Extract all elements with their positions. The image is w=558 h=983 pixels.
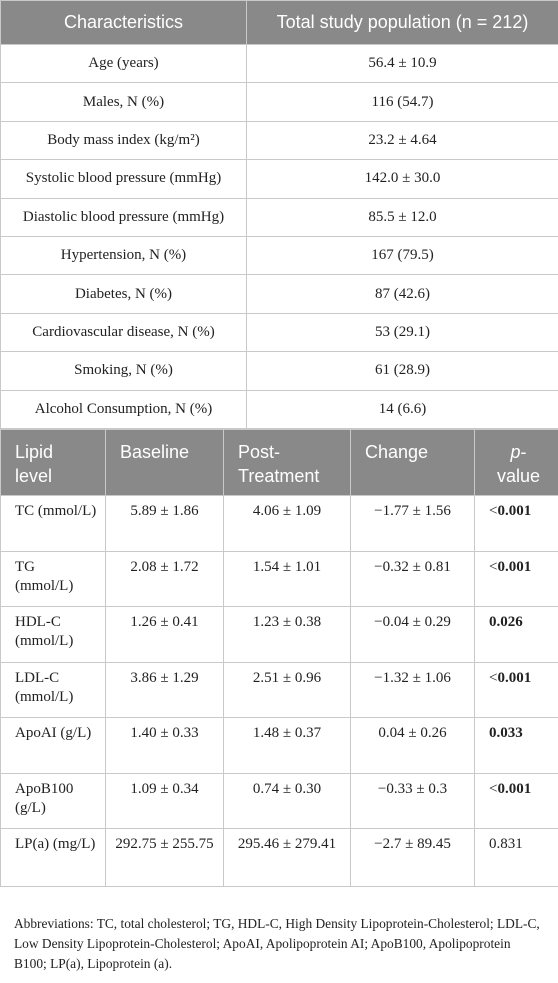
characteristic-label: Cardiovascular disease, N (%) bbox=[0, 312, 247, 353]
baseline-value: 1.40 ± 0.33 bbox=[105, 717, 224, 774]
table-row: Cardiovascular disease, N (%) 53 (29.1) bbox=[0, 312, 558, 353]
baseline-value: 1.26 ± 0.41 bbox=[105, 606, 224, 663]
p-value-number: 0.001 bbox=[497, 558, 532, 575]
p-value-prefix: < bbox=[489, 780, 498, 797]
characteristic-value: 61 (28.9) bbox=[246, 351, 558, 391]
table-row: Body mass index (kg/m²) 23.2 ± 4.64 bbox=[0, 120, 558, 161]
table-row: TC (mmol/L) 5.89 ± 1.86 4.06 ± 1.09 −1.77 ±… bbox=[0, 494, 558, 552]
p-value: <0.001 bbox=[474, 772, 558, 830]
change-value: 0.04 ± 0.26 bbox=[350, 717, 475, 774]
baseline-value: 3.86 ± 1.29 bbox=[105, 661, 224, 719]
characteristic-label: Hypertension, N (%) bbox=[0, 235, 247, 276]
table-row: TG (mmol/L) 2.08 ± 1.72 1.54 ± 1.01 −0.32 ±… bbox=[0, 550, 558, 608]
p-value: 0.033 bbox=[474, 717, 558, 774]
header-post-treatment: Post-Treatment bbox=[223, 428, 351, 496]
post-treatment-value: 1.23 ± 0.38 bbox=[223, 606, 351, 663]
characteristic-label: Alcohol Consumption, N (%) bbox=[0, 389, 247, 429]
p-value: 0.026 bbox=[474, 606, 558, 663]
baseline-value: 2.08 ± 1.72 bbox=[105, 550, 224, 608]
p-value-number: 0.033 bbox=[489, 725, 523, 742]
characteristic-value: 116 (54.7) bbox=[246, 82, 558, 122]
table-row: ApoAI (g/L) 1.40 ± 0.33 1.48 ± 0.37 0.04 ± … bbox=[0, 717, 558, 774]
p-value: <0.001 bbox=[474, 661, 558, 719]
characteristic-value: 167 (79.5) bbox=[246, 235, 558, 276]
table-row: Age (years) 56.4 ± 10.9 bbox=[0, 43, 558, 84]
table-row: LDL-C (mmol/L) 3.86 ± 1.29 2.51 ± 0.96 −1.3… bbox=[0, 661, 558, 719]
characteristic-value: 14 (6.6) bbox=[246, 389, 558, 429]
change-value: −1.77 ± 1.56 bbox=[350, 494, 475, 552]
post-treatment-value: 2.51 ± 0.96 bbox=[223, 661, 351, 719]
characteristic-label: Diastolic blood pressure (mmHg) bbox=[0, 197, 247, 237]
characteristic-label: Males, N (%) bbox=[0, 82, 247, 122]
characteristic-value: 87 (42.6) bbox=[246, 274, 558, 314]
post-treatment-value: 1.54 ± 1.01 bbox=[223, 550, 351, 608]
p-value-number: 0.026 bbox=[489, 614, 523, 631]
p-value: 0.831 bbox=[474, 828, 558, 888]
p-value-number: 0.831 bbox=[489, 836, 523, 853]
p-value-number: 0.001 bbox=[497, 502, 532, 519]
lipid-name: ApoAI (g/L) bbox=[0, 717, 106, 774]
post-treatment-value: 0.74 ± 0.30 bbox=[223, 772, 351, 830]
table-row: Hypertension, N (%) 167 (79.5) bbox=[0, 235, 558, 276]
characteristic-label: Diabetes, N (%) bbox=[0, 274, 247, 314]
characteristics-table: Characteristics Total study population (… bbox=[0, 0, 558, 429]
characteristic-value: 85.5 ± 12.0 bbox=[246, 197, 558, 237]
characteristic-label: Smoking, N (%) bbox=[0, 351, 247, 391]
characteristic-label: Age (years) bbox=[0, 43, 247, 84]
change-value: −0.33 ± 0.3 bbox=[350, 772, 475, 830]
post-treatment-value: 4.06 ± 1.09 bbox=[223, 494, 351, 552]
table-row: LP(a) (mg/L) 292.75 ± 255.75 295.46 ± 279.… bbox=[0, 828, 558, 888]
lipid-name: LDL-C (mmol/L) bbox=[0, 661, 106, 719]
characteristics-header-row: Characteristics Total study population (… bbox=[0, 0, 558, 45]
characteristic-label: Systolic blood pressure (mmHg) bbox=[0, 159, 247, 199]
table-row: Males, N (%) 116 (54.7) bbox=[0, 82, 558, 122]
change-value: −0.04 ± 0.29 bbox=[350, 606, 475, 663]
p-value: <0.001 bbox=[474, 550, 558, 608]
lipid-table: Lipid level Baseline Post-Treatment Chan… bbox=[0, 428, 558, 888]
baseline-value: 292.75 ± 255.75 bbox=[105, 828, 224, 888]
characteristic-value: 53 (29.1) bbox=[246, 312, 558, 353]
header-characteristics: Characteristics bbox=[0, 0, 247, 45]
table-row: Smoking, N (%) 61 (28.9) bbox=[0, 351, 558, 391]
change-value: −0.32 ± 0.81 bbox=[350, 550, 475, 608]
change-value: −1.32 ± 1.06 bbox=[350, 661, 475, 719]
p-value-prefix: < bbox=[489, 558, 498, 575]
lipid-name: TG (mmol/L) bbox=[0, 550, 106, 608]
p-value: <0.001 bbox=[474, 494, 558, 552]
p-value-number: 0.001 bbox=[497, 669, 532, 686]
baseline-value: 1.09 ± 0.34 bbox=[105, 772, 224, 830]
header-p-rest: -value bbox=[496, 441, 541, 486]
header-lipid-level: Lipid level bbox=[0, 428, 106, 496]
characteristic-label: Body mass index (kg/m²) bbox=[0, 120, 247, 161]
table-row: Alcohol Consumption, N (%) 14 (6.6) bbox=[0, 389, 558, 429]
post-treatment-value: 295.46 ± 279.41 bbox=[223, 828, 351, 888]
lipid-name: TC (mmol/L) bbox=[0, 494, 106, 552]
header-total-population: Total study population (n = 212) bbox=[246, 0, 558, 45]
lipid-name: HDL-C (mmol/L) bbox=[0, 606, 106, 663]
table-row: HDL-C (mmol/L) 1.26 ± 0.41 1.23 ± 0.38 −0.0… bbox=[0, 606, 558, 663]
lipid-header-row: Lipid level Baseline Post-Treatment Chan… bbox=[0, 428, 558, 496]
abbreviations-footnote: Abbreviations: TC, total cholesterol; TG… bbox=[14, 916, 540, 971]
characteristic-value: 142.0 ± 30.0 bbox=[246, 159, 558, 199]
header-p-value: p-value bbox=[474, 428, 558, 496]
header-change: Change bbox=[350, 428, 475, 496]
p-value-prefix: < bbox=[489, 502, 498, 519]
p-value-prefix: < bbox=[489, 669, 498, 686]
header-baseline: Baseline bbox=[105, 428, 224, 496]
lipid-name: ApoB100 (g/L) bbox=[0, 772, 106, 830]
table-row: Diastolic blood pressure (mmHg) 85.5 ± 12… bbox=[0, 197, 558, 237]
characteristic-value: 23.2 ± 4.64 bbox=[246, 120, 558, 161]
table-row: ApoB100 (g/L) 1.09 ± 0.34 0.74 ± 0.30 −0.33… bbox=[0, 772, 558, 830]
table-row: Systolic blood pressure (mmHg) 142.0 ± 30… bbox=[0, 159, 558, 199]
table-row: Diabetes, N (%) 87 (42.6) bbox=[0, 274, 558, 314]
p-value-number: 0.001 bbox=[497, 780, 532, 797]
post-treatment-value: 1.48 ± 0.37 bbox=[223, 717, 351, 774]
characteristic-value: 56.4 ± 10.9 bbox=[246, 43, 558, 84]
header-p-italic: p bbox=[510, 441, 521, 462]
baseline-value: 5.89 ± 1.86 bbox=[105, 494, 224, 552]
change-value: −2.7 ± 89.45 bbox=[350, 828, 475, 888]
lipid-name: LP(a) (mg/L) bbox=[0, 828, 106, 888]
